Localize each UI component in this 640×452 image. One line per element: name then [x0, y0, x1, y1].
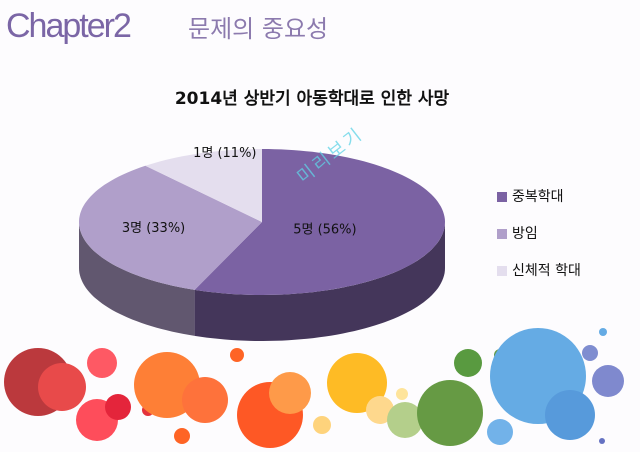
legend-swatch: [497, 266, 507, 276]
legend-label: 신체적 학대: [512, 263, 581, 279]
data-label: 1명 (11%): [193, 146, 256, 161]
legend-label: 중복학대: [512, 189, 564, 205]
legend-swatch: [497, 192, 507, 202]
legend-swatch: [497, 229, 507, 239]
data-label: 3명 (33%): [122, 221, 185, 236]
chapter-label: Chapter2: [6, 7, 131, 45]
slice-side: [79, 222, 195, 336]
slice: [194, 149, 445, 295]
chart-title: 2014년 상반기 아동학대로 인한 사망: [175, 89, 450, 109]
legend-label: 방임: [512, 226, 538, 242]
slice: [79, 165, 262, 290]
decoration: [4, 328, 624, 448]
slide-subtitle: 문제의 중요성: [188, 15, 328, 43]
data-label: 5명 (56%): [293, 222, 356, 237]
slice-side: [194, 222, 445, 341]
pie: 5명 (56%) 3명 (33%) 1명 (11%): [79, 146, 445, 341]
slice: [145, 149, 262, 222]
